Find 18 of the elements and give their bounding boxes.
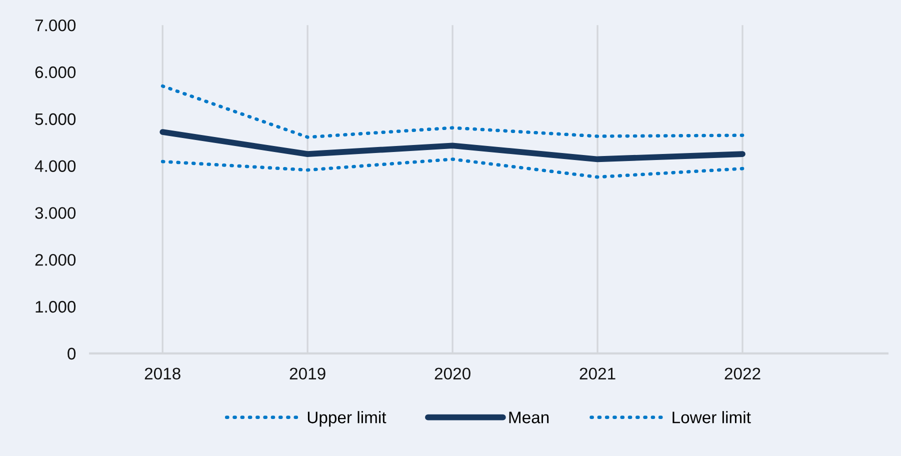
line-series xyxy=(160,158,744,179)
y-tick-label: 7.000 xyxy=(35,19,76,32)
y-tick-label: 2.000 xyxy=(35,254,76,266)
y-tick-label: 1.000 xyxy=(36,300,76,313)
y-tick-label: 5.000 xyxy=(35,113,76,126)
y-tick-label: 0 xyxy=(68,348,76,360)
legend-label: Lower limit xyxy=(672,411,751,424)
legend-label: Mean xyxy=(509,412,549,424)
line-series xyxy=(160,84,744,139)
x-tick-label: 2018 xyxy=(144,368,180,380)
y-tick-label: 3.000 xyxy=(35,207,76,219)
x-tick-label: 2020 xyxy=(434,368,470,380)
x-tick-label: 2019 xyxy=(290,368,326,380)
x-tick-label: 2021 xyxy=(580,368,616,380)
y-tick-label: 6.000 xyxy=(35,66,76,78)
legend-label: Upper limit xyxy=(308,411,386,427)
x-tick-label: 2022 xyxy=(724,368,760,380)
y-tick-label: 4.000 xyxy=(34,160,76,172)
